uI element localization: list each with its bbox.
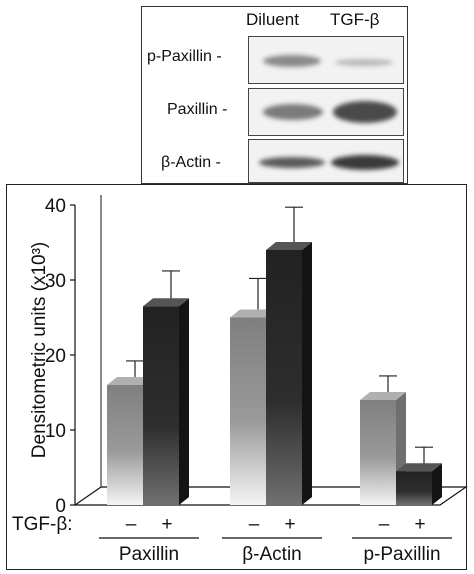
y-tick-label: 20 [45,346,66,367]
band-p-paxillin-diluent [263,55,321,67]
bar-p-paxillin-plus [396,471,432,505]
blot-header-tgfb: TGF-β [330,10,380,29]
blot-strip-paxillin [248,88,404,136]
bar--actin-minus [230,317,266,505]
y-axis-title: Densitometric units (x10³) [29,242,50,458]
x-group-label: p-Paxillin [363,544,440,565]
x-sign-label: – [126,514,137,535]
blot-row-label-paxillin: Paxillin - [167,101,228,118]
bar-top [107,377,153,385]
y-tick-label: 40 [45,196,66,217]
bar--actin-plus [266,250,302,505]
bar-top [230,309,276,318]
x-sign-label: – [379,514,390,535]
bar-top [143,298,189,307]
bar-top [266,242,312,250]
y-tick-label: 10 [45,421,66,442]
blot-row-label-beta-actin: β-Actin - [161,154,221,171]
x-sign-label: + [161,514,172,535]
bar-paxillin-minus [107,385,143,505]
blot-strip-p-paxillin [248,36,404,84]
band-paxillin-diluent [263,104,323,120]
bar-p-paxillin-minus [360,400,396,505]
blot-header-diluent: Diluent [246,10,299,29]
blot-strip-beta-actin [248,139,404,183]
treatment-label: TGF-β: [12,514,73,535]
x-sign-label: – [249,514,260,535]
x-group-label: Paxillin [119,544,179,565]
x-sign-label: + [284,514,295,535]
band-beta-actin-diluent [259,157,325,168]
bar-paxillin-plus [143,306,179,505]
bar-top [360,392,406,400]
band-paxillin-tgfb [333,101,397,123]
y-tick-label: 30 [45,271,66,292]
bar-side [179,298,189,505]
y-tick-label: 0 [55,496,66,517]
bar-side [302,242,312,505]
bar-top [396,463,442,472]
blot-row-label-p-paxillin: p-Paxillin - [147,48,222,65]
bar-side [432,463,442,505]
band-p-paxillin-tgfb [335,59,393,66]
x-sign-label: + [414,514,425,535]
blot-header: Diluent TGF-β [244,6,408,34]
x-group-label: β-Actin [242,544,302,565]
band-beta-actin-tgfb [331,155,399,170]
